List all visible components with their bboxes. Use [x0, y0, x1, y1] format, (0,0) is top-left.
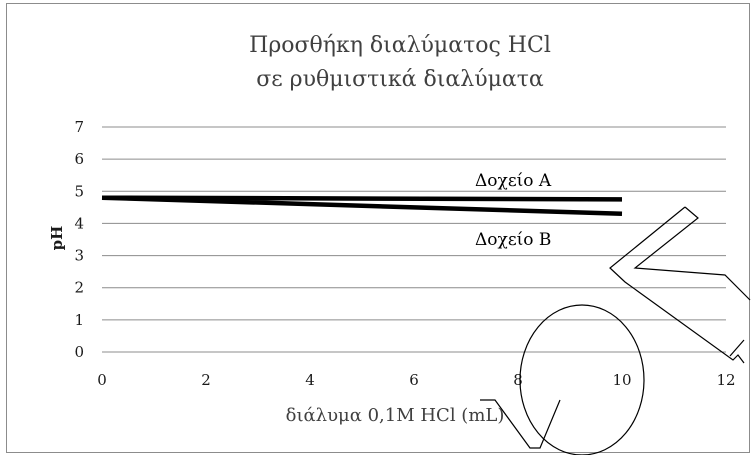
- scribble-v-mark: [480, 399, 561, 449]
- y-tick-label: 3: [74, 247, 84, 265]
- series-line-b: [101, 195, 623, 217]
- x-tick-label: 6: [409, 371, 419, 389]
- grid-layer: [102, 126, 726, 353]
- x-tick-label: 2: [201, 371, 211, 389]
- series-label-a: Δοχείο Α: [475, 171, 552, 191]
- x-tick-labels: 0 2 4 6 8 10 12: [97, 371, 735, 389]
- y-tick-labels: 0 1 2 3 4 5 6 7: [74, 118, 84, 361]
- chart-frame: [6, 3, 750, 453]
- series-layer: [101, 195, 623, 217]
- chart-title-line-1: Προσθήκη διαλύματος HCl: [249, 33, 551, 58]
- chart-title-line-2: σε ρυθμιστικά διαλύματα: [256, 67, 544, 92]
- x-tick-label: 8: [513, 371, 523, 389]
- y-tick-label: 1: [74, 311, 84, 329]
- x-tick-label: 12: [716, 371, 735, 389]
- y-tick-label: 0: [74, 343, 84, 361]
- scribble-circle-mark: [519, 304, 645, 455]
- x-tick-label: 10: [612, 371, 631, 389]
- scribble-zigzag-mark: [609, 206, 751, 364]
- y-tick-label: 4: [74, 214, 84, 232]
- x-tick-label: 0: [97, 371, 107, 389]
- y-axis-label: pH: [48, 226, 66, 251]
- y-tick-label: 5: [74, 182, 84, 200]
- y-tick-label: 7: [74, 118, 84, 136]
- x-axis-label: διάλυμα 0,1M HCl (mL): [286, 405, 505, 426]
- series-line-a: [101, 195, 623, 202]
- y-tick-label: 6: [74, 150, 84, 168]
- series-label-b: Δοχείο Β: [475, 230, 551, 250]
- y-tick-label: 2: [74, 279, 84, 297]
- x-tick-label: 4: [305, 371, 315, 389]
